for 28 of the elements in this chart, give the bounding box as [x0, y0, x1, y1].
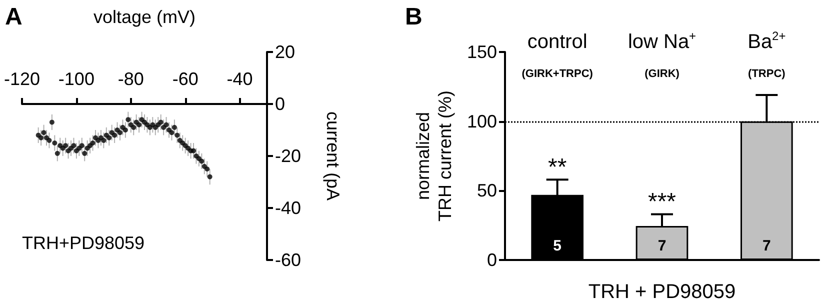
chart-title: A	[5, 4, 22, 30]
x-tick-label: control (GIRK+TRPC)	[522, 31, 594, 80]
x-axis-title: voltage (mV)	[93, 7, 196, 27]
y-tick-label: 150	[466, 42, 497, 62]
y-tick-label: 100	[466, 111, 497, 132]
annotation: ***	[648, 188, 676, 216]
x-tick-label: -40	[226, 69, 253, 89]
y-tick-label: 20	[275, 42, 296, 62]
chart-title: B	[405, 4, 422, 30]
y-tick-label: -60	[275, 250, 302, 270]
y-axis-title: normalized TRH current (%)	[413, 90, 456, 222]
x-tick-label: -80	[118, 69, 144, 89]
x-tick-label: -100	[58, 69, 94, 89]
y-tick-label: -40	[275, 198, 302, 218]
x-tick-label: -60	[172, 69, 198, 89]
annotation: **	[548, 154, 567, 182]
y-tick-label: 0	[486, 250, 497, 270]
category-label: low Na+ (GIRK)	[628, 29, 696, 80]
x-tick-label: -120	[4, 69, 40, 89]
y-tick-label: 50	[476, 180, 497, 201]
y-axis-title: current (pA	[323, 111, 343, 201]
annotation: 7	[658, 238, 666, 254]
y-tick-label: 0	[275, 94, 286, 114]
y-tick-label: -20	[275, 146, 302, 166]
annotation: TRH+PD98059	[22, 233, 145, 253]
annotation: 7	[762, 238, 771, 254]
x-axis-title: TRH + PD98059	[588, 281, 736, 302]
annotation: 5	[553, 238, 562, 254]
